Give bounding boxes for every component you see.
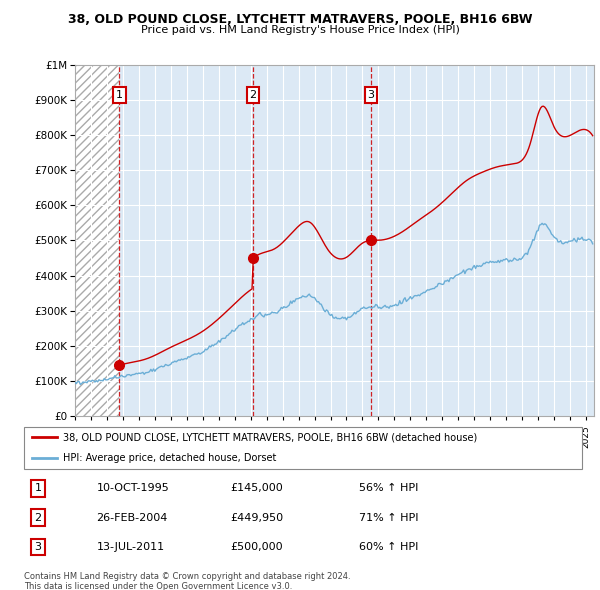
Text: 2: 2 (34, 513, 41, 523)
Text: £449,950: £449,950 (230, 513, 284, 523)
Text: 3: 3 (368, 90, 374, 100)
Text: 3: 3 (34, 542, 41, 552)
Text: 38, OLD POUND CLOSE, LYTCHETT MATRAVERS, POOLE, BH16 6BW (detached house): 38, OLD POUND CLOSE, LYTCHETT MATRAVERS,… (63, 432, 478, 442)
Text: 56% ↑ HPI: 56% ↑ HPI (359, 483, 418, 493)
Text: £500,000: £500,000 (230, 542, 283, 552)
Text: This data is licensed under the Open Government Licence v3.0.: This data is licensed under the Open Gov… (24, 582, 292, 590)
Text: 10-OCT-1995: 10-OCT-1995 (97, 483, 169, 493)
Text: 2: 2 (250, 90, 257, 100)
Text: 71% ↑ HPI: 71% ↑ HPI (359, 513, 418, 523)
Text: 38, OLD POUND CLOSE, LYTCHETT MATRAVERS, POOLE, BH16 6BW: 38, OLD POUND CLOSE, LYTCHETT MATRAVERS,… (68, 13, 532, 26)
Text: 1: 1 (116, 90, 123, 100)
Text: Contains HM Land Registry data © Crown copyright and database right 2024.: Contains HM Land Registry data © Crown c… (24, 572, 350, 581)
Text: 26-FEB-2004: 26-FEB-2004 (97, 513, 168, 523)
Text: 13-JUL-2011: 13-JUL-2011 (97, 542, 164, 552)
Text: 60% ↑ HPI: 60% ↑ HPI (359, 542, 418, 552)
Text: HPI: Average price, detached house, Dorset: HPI: Average price, detached house, Dors… (63, 454, 277, 463)
Text: £145,000: £145,000 (230, 483, 283, 493)
Text: 1: 1 (34, 483, 41, 493)
Text: Price paid vs. HM Land Registry's House Price Index (HPI): Price paid vs. HM Land Registry's House … (140, 25, 460, 35)
Bar (75, 65, 119, 416)
